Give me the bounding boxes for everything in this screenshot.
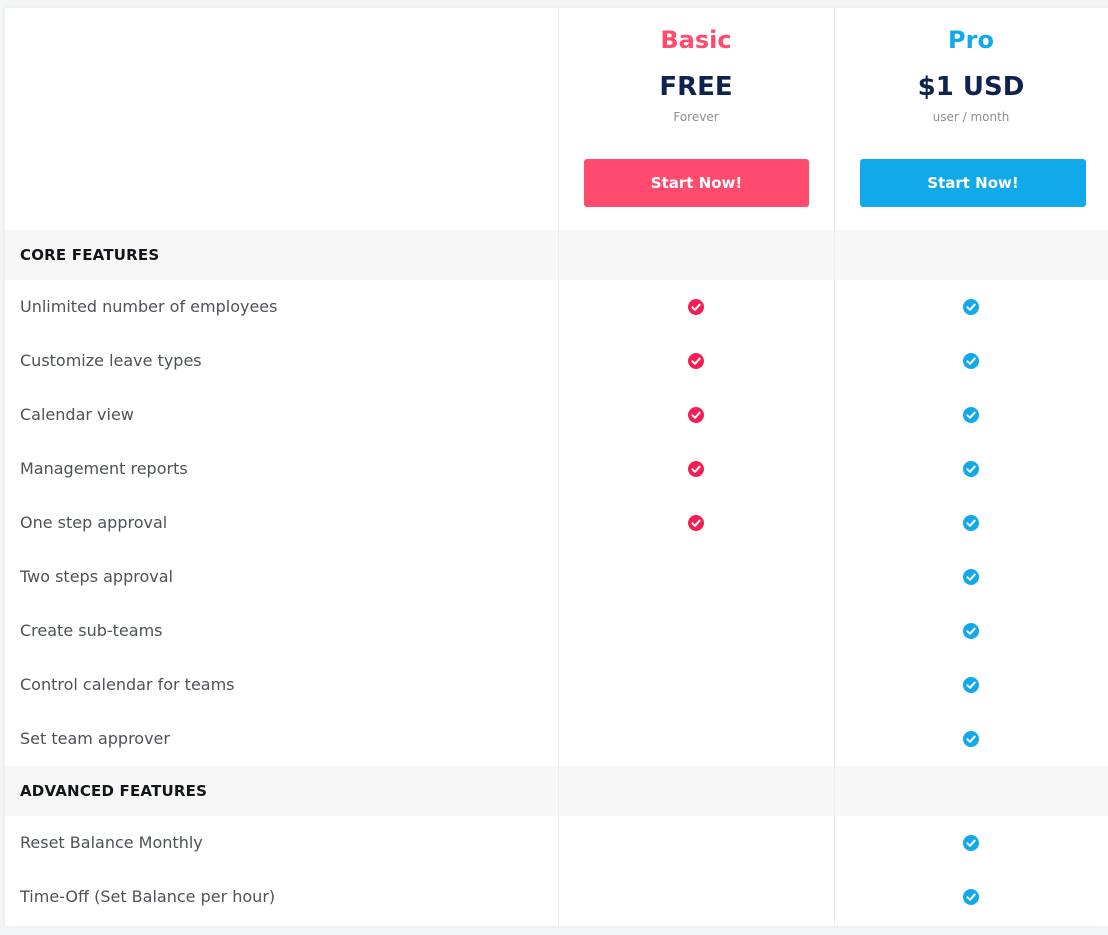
feature-label: Reset Balance Monthly [20, 833, 203, 852]
section-title: CORE FEATURES [20, 246, 160, 264]
plan-name-basic: Basic [660, 26, 732, 54]
plan-basic: Basic FREE Forever Start Now! [558, 8, 834, 230]
feature-row: Customize leave types [5, 334, 1108, 388]
pro-check-icon [963, 677, 979, 693]
feature-row: Create sub-teams [5, 604, 1108, 658]
start-now-button-pro[interactable]: Start Now! [860, 159, 1086, 207]
pro-check-icon [963, 623, 979, 639]
feature-row: Management reports [5, 442, 1108, 496]
plan-period-pro: user / month [932, 110, 1010, 124]
section-header: ADVANCED FEATURES [5, 766, 1108, 816]
feature-label: Set team approver [20, 729, 170, 748]
feature-label: Time-Off (Set Balance per hour) [20, 887, 276, 906]
feature-row: Calendar view [5, 388, 1108, 442]
pricing-header: Basic FREE Forever Start Now! Pro $1 USD… [5, 8, 1108, 231]
feature-row: Two steps approval [5, 550, 1108, 604]
feature-row: Set team approver [5, 712, 1108, 766]
feature-row: Control calendar for teams [5, 658, 1108, 712]
basic-check-icon [688, 515, 704, 531]
feature-label: One step approval [20, 513, 168, 532]
column-divider [834, 8, 835, 926]
basic-check-icon [688, 353, 704, 369]
feature-label: Customize leave types [20, 351, 202, 370]
feature-label: Control calendar for teams [20, 675, 235, 694]
feature-label: Calendar view [20, 405, 134, 424]
column-divider [558, 8, 559, 926]
plan-pro: Pro $1 USD user / month Start Now! [834, 8, 1108, 230]
feature-label: Management reports [20, 459, 188, 478]
basic-check-icon [688, 461, 704, 477]
plan-price-basic: FREE [659, 72, 733, 102]
plan-period-basic: Forever [673, 110, 719, 124]
pro-check-icon [963, 299, 979, 315]
feature-label: Two steps approval [20, 567, 173, 586]
pro-check-icon [963, 569, 979, 585]
feature-label: Unlimited number of employees [20, 297, 278, 316]
pro-check-icon [963, 731, 979, 747]
start-now-button-basic[interactable]: Start Now! [584, 159, 809, 207]
section-title: ADVANCED FEATURES [20, 782, 208, 800]
pro-check-icon [963, 461, 979, 477]
feature-row: One step approval [5, 496, 1108, 550]
pro-check-icon [963, 407, 979, 423]
feature-rows: CORE FEATURES Unlimited number of employe… [5, 230, 1108, 924]
pro-check-icon [963, 353, 979, 369]
pro-check-icon [963, 515, 979, 531]
basic-check-icon [688, 407, 704, 423]
pro-check-icon [963, 889, 979, 905]
feature-label: Create sub-teams [20, 621, 163, 640]
plan-name-pro: Pro [948, 26, 994, 54]
feature-row: Reset Balance Monthly [5, 816, 1108, 870]
pricing-table: Basic FREE Forever Start Now! Pro $1 USD… [5, 8, 1108, 926]
plan-price-pro: $1 USD [917, 72, 1025, 102]
basic-check-icon [688, 299, 704, 315]
section-header: CORE FEATURES [5, 230, 1108, 280]
feature-row: Unlimited number of employees [5, 280, 1108, 334]
feature-row: Time-Off (Set Balance per hour) [5, 870, 1108, 924]
pro-check-icon [963, 835, 979, 851]
